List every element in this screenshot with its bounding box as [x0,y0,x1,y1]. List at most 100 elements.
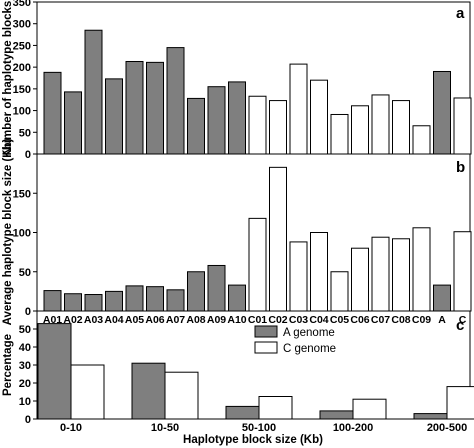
panel-a-ytick-label-0: 0 [25,149,31,161]
category-label-C05: C05 [330,314,349,326]
legend-label-a-genome: A genome [283,327,335,339]
panel-c-category-labels: 0-10 10-50 50-100 100-200 200-500 [60,422,467,434]
panel-a-bar-C02 [269,100,287,155]
panel-c-legend: A genome C genome [254,325,336,355]
panel-b-ylabel: Average haplotype block size (Kb) [2,138,14,325]
category-label-C03: C03 [289,314,308,326]
panel-a-bar-C01 [248,95,267,155]
panel-c: c Percentage Haplotype block size (Kb) 0… [2,310,474,446]
category-label-C: C [459,314,467,326]
panel-a-bar-A [433,70,451,155]
panel-a-bar-A08 [187,97,205,155]
panel-c-bar-a-genome-200-500 [413,413,448,420]
category-label-A01: A01 [43,314,62,326]
panel-a-bar-C03 [289,63,308,155]
panel-c-bar-c-genome-50-100 [258,396,293,420]
panel-a-bar-C05 [330,113,349,155]
panel-a-ytick-label-1: 50 [19,127,31,139]
panel-c-bar-c-genome-100-200 [352,398,387,420]
panel-c-ylabel: Percentage [2,334,14,396]
category-label-A05: A05 [125,314,144,326]
panel-b-ticks: 0 50 100 150 [13,153,37,318]
panel-c-bar-a-genome-100-200 [319,410,354,420]
panel-a-bar-C06 [351,105,369,155]
panel-b-ytick-label-3: 150 [13,188,31,200]
panel-a-bar-A01 [43,71,62,155]
panel-a-bars [43,29,472,155]
panel-a-bar-C08 [392,100,410,155]
panel-c-letter: c [456,317,464,334]
panel-b-bar-A01 [43,290,62,312]
panel-b-bar-C09 [412,227,431,312]
panel-b-bar-A05 [125,285,144,312]
panel-a-ytick-label-2: 100 [13,106,31,118]
category-label-10-50: 10-50 [151,422,179,434]
panel-c-ytick-label-0: 0 [25,414,31,426]
panel-c-ytick-label-4: 40 [19,342,31,354]
legend-swatch-a-genome [254,325,278,338]
panel-a-bar-A07 [166,47,185,155]
panel-b-bar-A03 [84,294,103,312]
category-label-C09: C09 [412,314,431,326]
panel-c-bar-c-genome-0-10 [70,364,105,420]
panel-a-bar-C04 [310,79,328,155]
category-label-A10: A10 [227,314,246,326]
category-label-C08: C08 [391,314,410,326]
category-label-A06: A06 [145,314,164,326]
panel-c-bar-c-genome-10-50 [164,371,199,420]
panel-c-bar-a-genome-0-10 [37,323,72,420]
panel-c-ytick-label-2: 20 [19,378,31,390]
category-label-C06: C06 [350,314,369,326]
category-label-50-100: 50-100 [242,422,276,434]
category-label-A07: A07 [166,314,185,326]
panel-b-bar-C01 [248,217,267,312]
panel-a-bar-A03 [84,29,103,155]
panel-a-bar-A09 [207,86,226,155]
panel-b-letter: b [456,159,465,176]
panel-a: a Number of haplotype blocks 0 50 100 150 20… [2,0,472,161]
category-label-A04: A04 [104,314,123,326]
panel-a-ytick-label-4: 200 [13,62,31,74]
panel-a-bar-A05 [125,60,144,155]
panel-a-bar-C07 [371,94,390,155]
panel-c-ticks: 0 10 20 30 40 50 [19,310,37,426]
panel-b-bar-A [433,284,451,312]
panel-b-bar-C07 [371,236,390,312]
category-label-A08: A08 [186,314,205,326]
panel-a-ylabel: Number of haplotype blocks [2,1,14,156]
panel-b-bar-C05 [330,271,349,312]
category-label-100-200: 100-200 [333,422,373,434]
category-label-A09: A09 [207,314,226,326]
category-label-C01: C01 [248,314,267,326]
panel-a-ytick-label-7: 350 [13,0,31,9]
panel-c-ytick-label-1: 10 [19,396,31,408]
panel-a-ytick-label-5: 250 [13,40,31,52]
panel-c-ytick-label-3: 30 [19,360,31,372]
panel-a-bar-A04 [105,78,123,155]
category-label-A02: A02 [63,314,82,326]
panel-b-bar-A08 [187,271,205,312]
panel-b-bar-C06 [351,247,369,312]
category-label-C04: C04 [309,314,328,326]
category-label-C07: C07 [371,314,390,326]
panel-b-bar-A06 [146,286,164,312]
panel-b-bar-A07 [166,289,185,312]
panel-b-bar-A09 [207,264,226,312]
panel-b-category-labels: A01 A02 A03 A04 A05 A06 A07 A08 A09 A10 C01 C02 C03 C… [43,314,467,326]
panel-a-bar-A02 [64,91,82,155]
category-label-A03: A03 [84,314,103,326]
legend-label-c-genome: C genome [283,343,336,355]
panel-b-bar-A02 [64,293,82,312]
legend-swatch-c-genome [254,341,278,354]
panel-c-bar-a-genome-50-100 [225,405,260,420]
panel-b-bar-C04 [310,232,328,312]
panel-b-ytick-label-0: 0 [25,306,31,318]
panel-c-xlabel: Haplotype block size (Kb) [183,434,323,446]
panel-a-bar-A10 [228,81,246,155]
panel-a-ytick-label-6: 300 [13,19,31,31]
category-label-A: A [438,314,446,326]
panel-b-bar-C08 [392,238,410,312]
panel-b-bar-A10 [228,284,246,312]
panel-c-bar-c-genome-200-500 [446,386,474,420]
panel-b-bar-C [453,231,472,312]
